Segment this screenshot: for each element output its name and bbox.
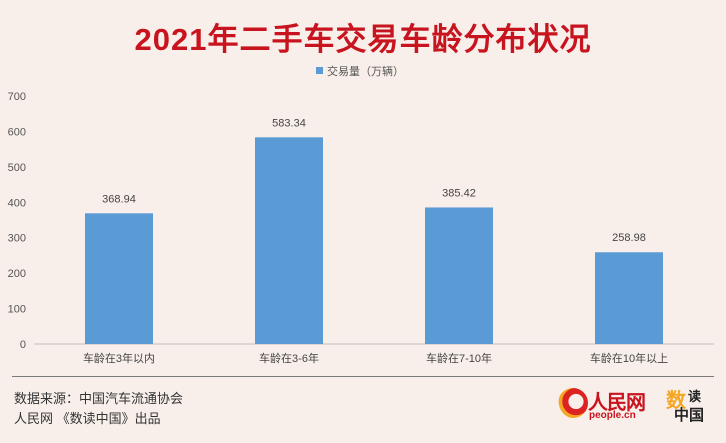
people-net-logo: 人民网 people.cn	[558, 386, 654, 426]
data-source: 数据来源：中国汽车流通协会	[14, 391, 184, 406]
bar-value-label: 583.34	[272, 117, 306, 129]
y-tick-label: 300	[8, 233, 26, 245]
y-tick-label: 400	[8, 197, 26, 209]
legend-swatch	[316, 67, 323, 74]
credit-line: 人民网 《数读中国》出品	[14, 411, 161, 426]
y-tick-label: 600	[8, 126, 26, 138]
people-net-url: people.cn	[589, 410, 636, 421]
x-category-label: 车龄在7-10年	[426, 351, 492, 365]
y-tick-label: 500	[8, 162, 26, 174]
shudu-zhongguo-logo: 数 读 中国	[666, 386, 716, 428]
bar	[595, 252, 663, 344]
bar	[425, 207, 493, 344]
footer-divider	[12, 376, 714, 377]
shudu-logo-char-1: 数	[666, 388, 686, 412]
y-tick-label: 200	[8, 268, 26, 280]
chart-title: 2021年二手车交易车龄分布状况	[134, 22, 592, 57]
bar-chart: 0 100 200 300 400 500 600 700 交易量（万辆） 368.94 车龄在3年…	[8, 64, 714, 365]
y-tick-label: 0	[20, 339, 26, 351]
bar-value-label: 385.42	[442, 187, 476, 199]
shudu-logo-char-2: 读	[688, 390, 702, 405]
people-net-logo-text: 人民网	[588, 390, 646, 414]
x-category-label: 车龄在10年以上	[590, 351, 668, 365]
x-category-label: 车龄在3-6年	[259, 351, 319, 365]
people-net-swirl-icon	[558, 388, 588, 418]
y-tick-label: 700	[8, 91, 26, 103]
bar	[255, 137, 323, 344]
legend-label: 交易量（万辆）	[327, 64, 404, 78]
y-tick-label: 100	[8, 304, 26, 316]
shudu-logo-char-3: 中国	[674, 406, 705, 424]
x-category-label: 车龄在3年以内	[83, 351, 155, 365]
bar-value-label: 368.94	[102, 193, 136, 205]
bar-value-label: 258.98	[612, 232, 646, 244]
bar	[85, 213, 153, 344]
